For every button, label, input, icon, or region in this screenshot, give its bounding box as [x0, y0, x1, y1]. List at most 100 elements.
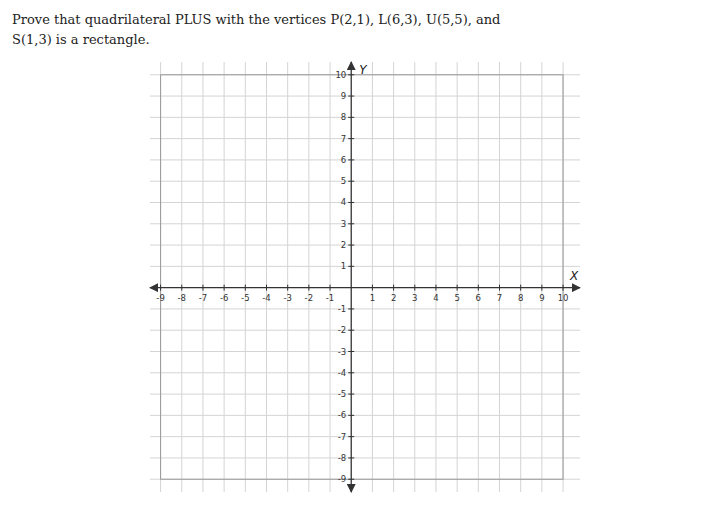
x-tick-label: 7	[497, 293, 502, 303]
y-grid-line	[150, 181, 580, 182]
x-tick	[181, 285, 182, 291]
x-tick	[245, 285, 246, 291]
x-tick	[499, 285, 500, 291]
y-grid-line	[150, 266, 580, 267]
y-tick	[348, 308, 354, 309]
y-tick-label: 10	[335, 70, 346, 80]
y-tick-label: -5	[338, 389, 346, 399]
y-tick-label: 9	[341, 91, 346, 101]
y-grid-line	[150, 372, 580, 373]
y-tick-label: 4	[341, 197, 346, 207]
y-grid-line	[150, 330, 580, 331]
x-tick	[308, 285, 309, 291]
x-axis-label: X	[569, 269, 579, 283]
y-tick	[348, 394, 354, 395]
x-tick	[330, 285, 331, 291]
y-tick	[348, 479, 354, 480]
x-tick-label: -7	[199, 293, 207, 303]
y-axis	[351, 62, 352, 492]
y-tick	[348, 159, 354, 160]
y-tick-label: -1	[338, 304, 346, 314]
y-grid-line	[150, 394, 580, 395]
y-tick	[348, 245, 354, 246]
y-tick-label: 3	[341, 219, 346, 229]
x-grid-line	[478, 62, 479, 492]
x-tick-label: 9	[539, 293, 544, 303]
subtitle: S(1,3) is a rectangle.	[12, 32, 150, 47]
chart-container: Prove that quadrilateral PLUS with the v…	[0, 0, 701, 505]
y-grid-line	[150, 457, 580, 458]
x-tick	[563, 285, 564, 291]
x-grid-line	[372, 62, 373, 492]
x-tick-label: -2	[305, 293, 313, 303]
ticks: -9-8-7-6-5-4-3-2-112345678910-9-8-7-6-5-…	[156, 70, 568, 484]
x-grid-line	[435, 62, 436, 492]
x-tick	[202, 285, 203, 291]
y-tick	[348, 74, 354, 75]
grid	[150, 62, 580, 492]
y-tick	[348, 436, 354, 437]
y-tick-label: 5	[341, 176, 346, 186]
y-tick-label: -9	[338, 474, 346, 484]
x-tick-label: -9	[156, 293, 164, 303]
x-grid-line	[181, 62, 182, 492]
x-grid-line	[266, 62, 267, 492]
y-tick	[348, 138, 354, 139]
x-grid-line	[499, 62, 500, 492]
x-tick	[393, 285, 394, 291]
x-grid-line	[520, 62, 521, 492]
x-tick	[520, 285, 521, 291]
y-grid-line	[150, 223, 580, 224]
y-tick	[348, 351, 354, 352]
x-grid-line	[393, 62, 394, 492]
x-grid-line	[308, 62, 309, 492]
y-tick	[348, 372, 354, 373]
x-tick	[224, 285, 225, 291]
x-tick-label: -6	[220, 293, 228, 303]
x-grid-line	[330, 62, 331, 492]
y-grid-line	[150, 308, 580, 309]
x-tick-label: 10	[558, 293, 569, 303]
x-tick	[287, 285, 288, 291]
x-tick	[266, 285, 267, 291]
x-tick-label: -4	[262, 293, 270, 303]
y-tick	[348, 223, 354, 224]
x-grid-line	[202, 62, 203, 492]
y-tick-label: -8	[338, 453, 346, 463]
x-tick-label: 2	[391, 293, 396, 303]
y-grid-line	[150, 202, 580, 203]
x-tick-label: 4	[433, 293, 438, 303]
title: Prove that quadrilateral PLUS with the v…	[12, 12, 500, 27]
x-tick-label: 8	[518, 293, 523, 303]
x-tick-label: -5	[241, 293, 249, 303]
x-tick-label: -3	[283, 293, 291, 303]
x-grid-line	[224, 62, 225, 492]
y-axis-label: Y	[359, 63, 368, 77]
y-tick-label: 8	[341, 112, 346, 122]
y-tick-label: 6	[341, 155, 346, 165]
x-tick-label: 6	[476, 293, 481, 303]
x-tick-label: 3	[412, 293, 417, 303]
border	[161, 75, 563, 479]
x-tick	[435, 285, 436, 291]
y-tick-label: -2	[338, 325, 346, 335]
y-tick-label: 1	[341, 261, 346, 271]
x-tick-label: 1	[370, 293, 375, 303]
y-grid-line	[150, 436, 580, 437]
y-tick	[348, 202, 354, 203]
x-tick	[478, 285, 479, 291]
y-tick-label: -4	[338, 368, 346, 378]
y-grid-line	[150, 159, 580, 160]
x-grid-line	[457, 62, 458, 492]
y-grid-line	[150, 245, 580, 246]
x-tick	[541, 285, 542, 291]
y-tick	[348, 181, 354, 182]
chart-svg: Prove that quadrilateral PLUS with the v…	[0, 0, 701, 505]
y-tick-label: -3	[338, 347, 346, 357]
x-tick	[457, 285, 458, 291]
y-grid-line	[150, 138, 580, 139]
x-tick-label: -8	[178, 293, 186, 303]
page: {"chart_data": {"type": "coordinate_plan…	[0, 0, 701, 505]
y-tick-label: 2	[341, 240, 346, 250]
y-tick	[348, 457, 354, 458]
